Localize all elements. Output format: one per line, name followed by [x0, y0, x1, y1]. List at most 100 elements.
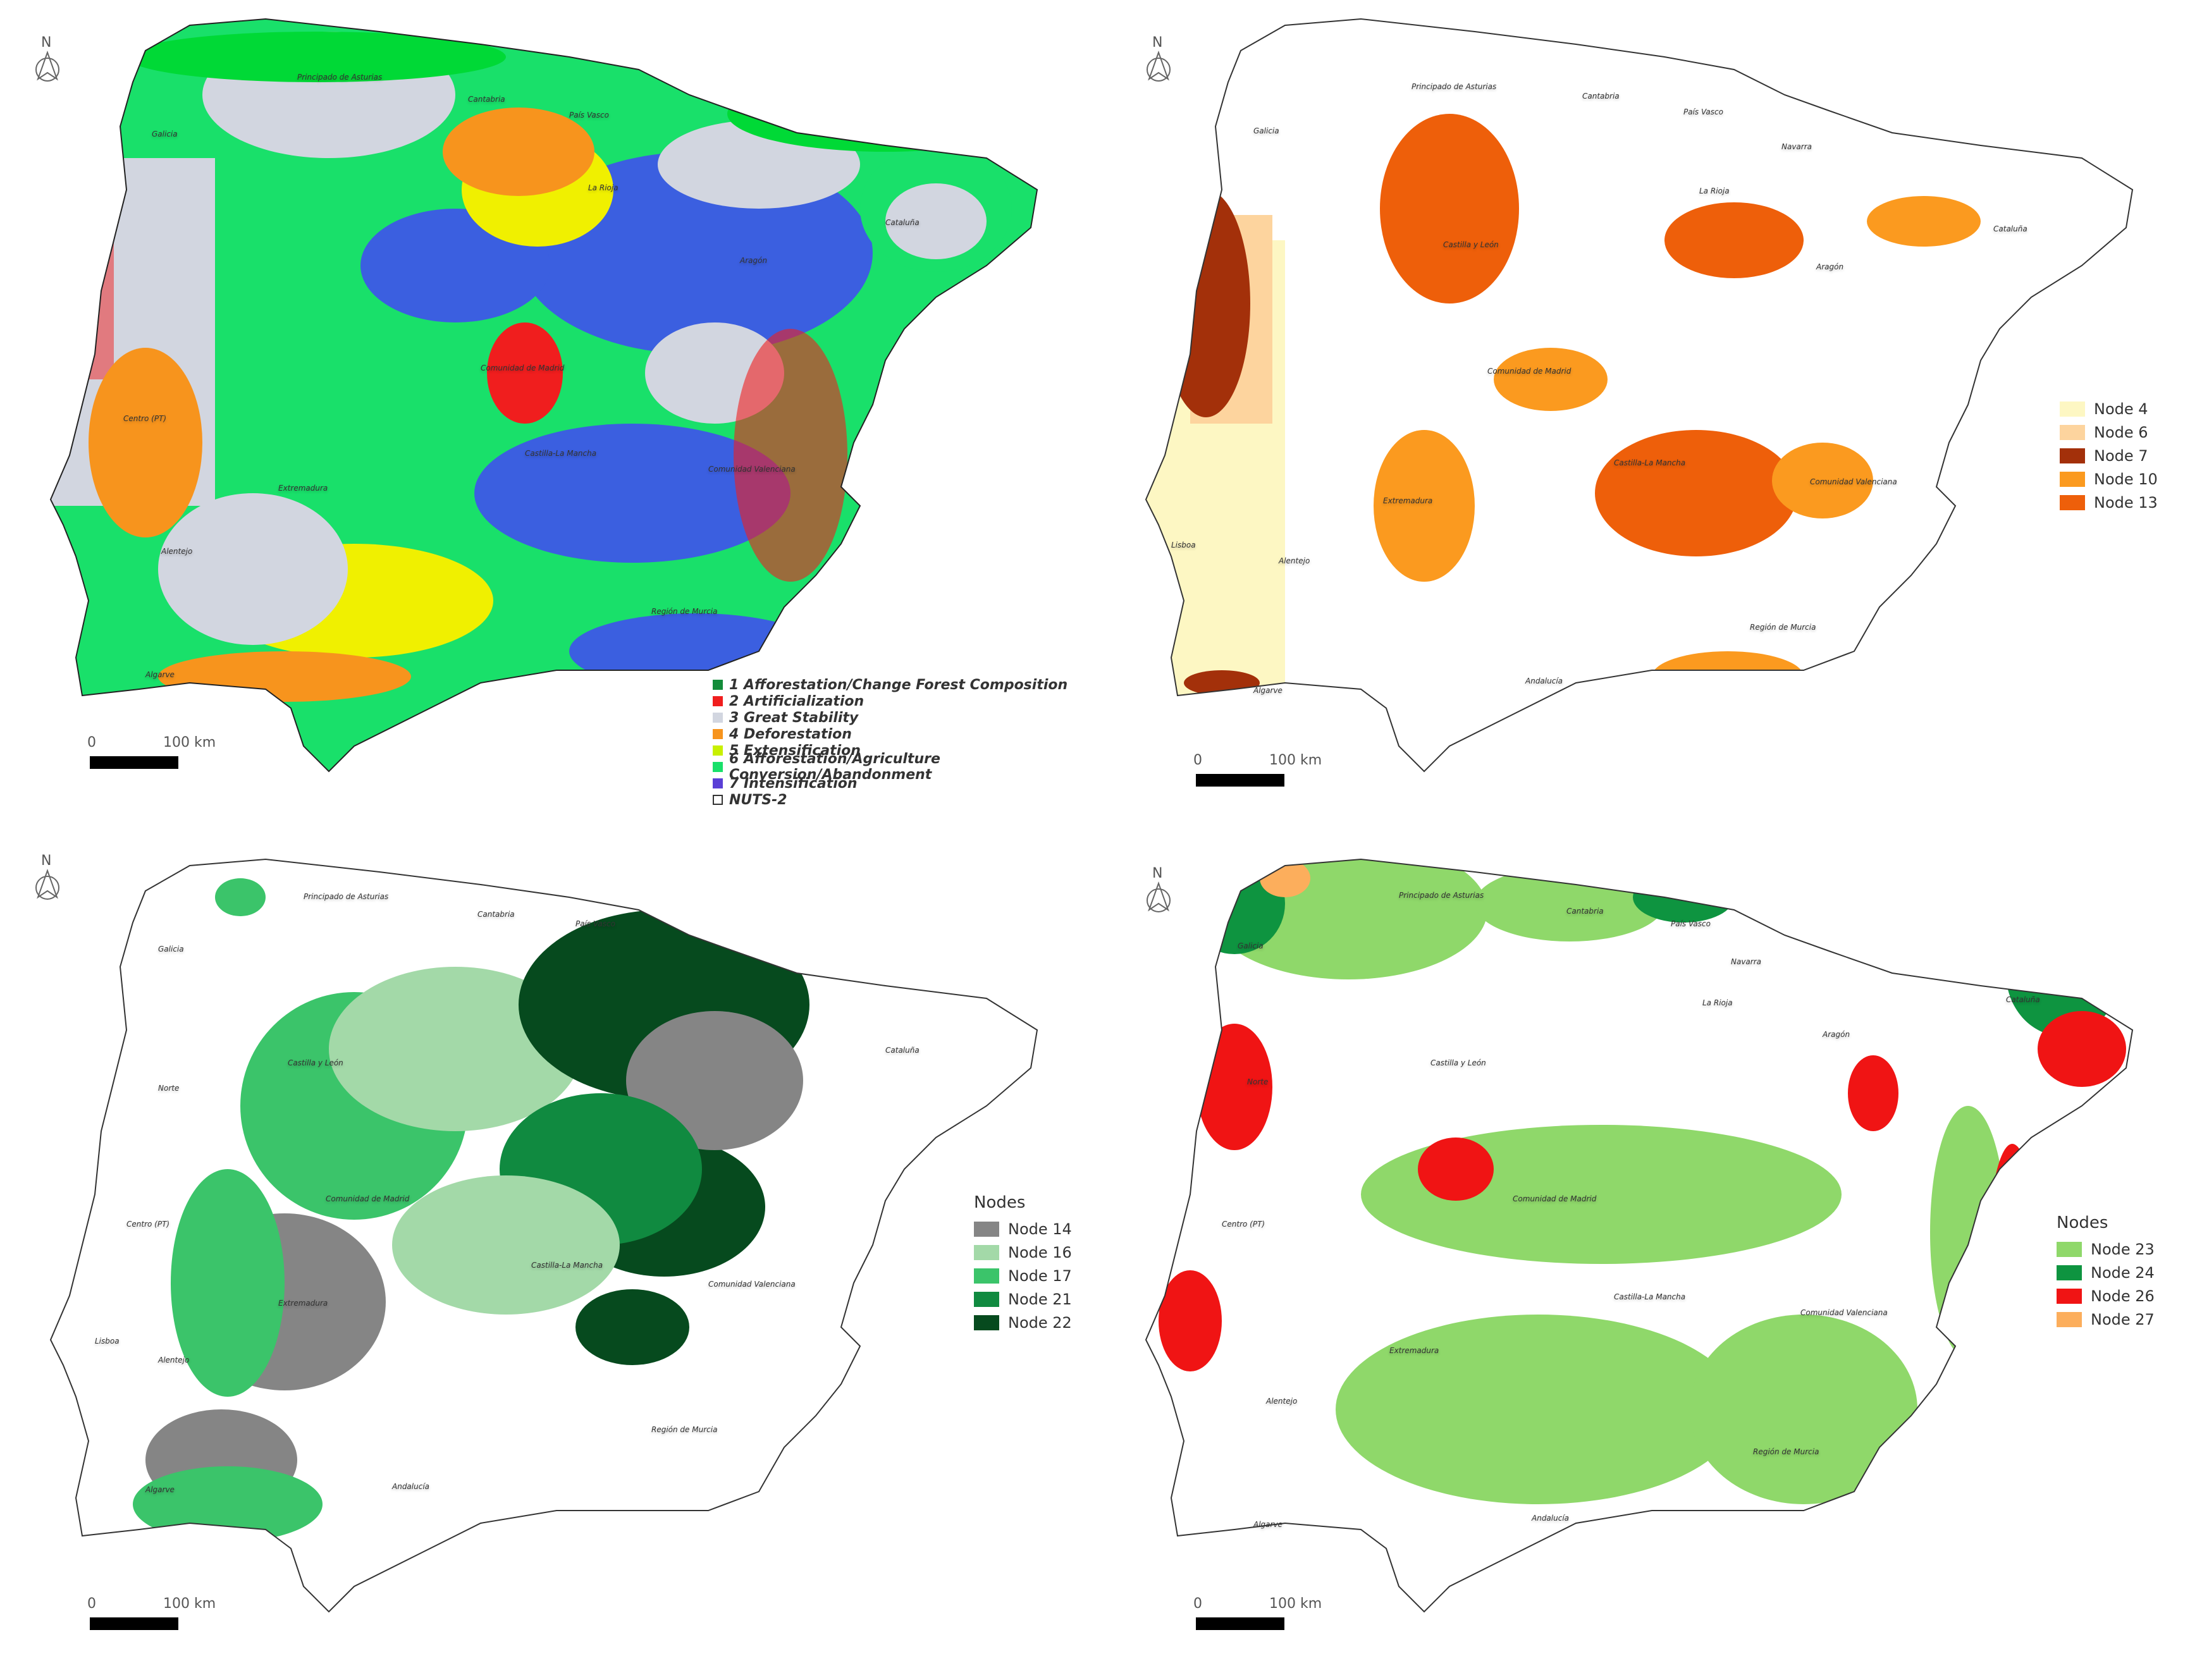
- panel-a-land-change-map: N 0 100 km 1 Afforestation/Change Forest…: [0, 0, 1095, 840]
- region-label: Comunidad de Madrid: [1513, 1194, 1597, 1203]
- region-label: Cantabria: [1582, 92, 1620, 101]
- legend-swatch: [713, 713, 723, 723]
- region-label: Norte: [1247, 1077, 1269, 1086]
- region-label: Galicia: [1253, 126, 1279, 135]
- region-label: Cantabria: [477, 910, 515, 919]
- region-label: Norte: [158, 1084, 180, 1093]
- scale-bar: 0 100 km: [87, 1596, 252, 1646]
- region-label: Aragón: [1823, 1030, 1850, 1039]
- legend-swatch: [713, 680, 723, 690]
- legend-item: Node 26: [2057, 1284, 2155, 1308]
- legend-nodes-c: Nodes Node 14 Node 16 Node 17 Node 21 No…: [974, 1193, 1072, 1334]
- region-label: País Vasco: [569, 111, 609, 120]
- region-label: Centro (PT): [123, 414, 167, 423]
- legend-nodes-d: Nodes Node 23 Node 24 Node 26 Node 27: [2057, 1213, 2155, 1331]
- region-label: Algarve: [145, 670, 175, 679]
- legend-item: NUTS-2: [713, 792, 1095, 808]
- legend-swatch: [974, 1268, 999, 1284]
- region-label: Aragón: [1816, 262, 1844, 271]
- scale-bar: 0 100 km: [87, 735, 252, 785]
- region-label: Región de Murcia: [651, 607, 718, 616]
- region-label: Lisboa: [1171, 541, 1196, 549]
- legend-item: 7 Intensification: [713, 775, 1095, 792]
- north-arrow-icon: N: [1140, 866, 1178, 923]
- region-label: Andalucía: [392, 1482, 430, 1491]
- region-label: Navarra: [1731, 957, 1762, 966]
- legend-item: Node 6: [2060, 420, 2158, 444]
- legend-swatch: [2060, 448, 2085, 463]
- legend-item: Node 24: [2057, 1261, 2155, 1284]
- legend-item: Node 23: [2057, 1237, 2155, 1261]
- region-label: Extremadura: [278, 1299, 328, 1308]
- region-label: Alentejo: [161, 547, 193, 556]
- region-label: Cantabria: [468, 95, 505, 104]
- legend-title: Nodes: [974, 1193, 1026, 1212]
- region-label: Cantabria: [1566, 907, 1604, 916]
- region-label: Comunidad Valenciana: [708, 465, 796, 474]
- legend-item: 5 Extensification: [713, 742, 1095, 759]
- region-label: Principado de Asturias: [304, 892, 389, 901]
- legend-swatch: [2060, 424, 2085, 440]
- region-label: Galicia: [1238, 941, 1264, 950]
- legend-swatch: [2057, 1241, 2082, 1257]
- region-label: Extremadura: [1389, 1346, 1439, 1355]
- iberia-map-a: [50, 18, 1038, 772]
- region-label: Comunidad Valenciana: [1800, 1308, 1888, 1317]
- legend-item: Node 7: [2060, 444, 2158, 467]
- legend-swatch: [2057, 1265, 2082, 1280]
- legend-swatch: [713, 778, 723, 788]
- legend-swatch: [2060, 401, 2085, 417]
- region-label: Alentejo: [1279, 556, 1310, 565]
- legend-swatch: [713, 729, 723, 739]
- legend-item: Node 10: [2060, 467, 2158, 491]
- region-label: Comunidad de Madrid: [481, 364, 565, 372]
- region-label: Navarra: [1781, 142, 1812, 151]
- legend-swatch: [2057, 1311, 2082, 1327]
- legend-swatch: [2060, 494, 2085, 510]
- panel-c-node-map: N 0 100 km Nodes Node 14 Node 16 Node 17…: [0, 840, 1095, 1680]
- region-label: La Rioja: [1702, 998, 1733, 1007]
- region-label: Cataluña: [1993, 224, 2027, 233]
- legend-item: Node 22: [974, 1311, 1072, 1334]
- region-label: País Vasco: [1683, 107, 1723, 116]
- legend-swatch: [713, 745, 723, 756]
- region-label: Castilla-La Mancha: [1614, 1292, 1686, 1301]
- region-label: Región de Murcia: [1750, 623, 1816, 632]
- scale-bar: 0 100 km: [1193, 1596, 1358, 1646]
- legend-item: 1 Afforestation/Change Forest Compositio…: [713, 677, 1095, 693]
- region-label: Región de Murcia: [651, 1425, 718, 1434]
- legend-item: Node 16: [974, 1241, 1072, 1264]
- legend-swatch: [974, 1221, 999, 1237]
- legend-land-change: 1 Afforestation/Change Forest Compositio…: [713, 677, 1095, 808]
- legend-nodes-b: Node 4 Node 6 Node 7 Node 10 Node 13: [2060, 397, 2158, 514]
- region-label: País Vasco: [1671, 919, 1711, 928]
- region-label: Principado de Asturias: [297, 73, 383, 82]
- region-label: Alentejo: [1266, 1397, 1298, 1406]
- north-arrow-icon: N: [28, 35, 66, 92]
- region-label: Extremadura: [278, 484, 328, 493]
- region-label: Cataluña: [2006, 995, 2040, 1004]
- legend-swatch: [974, 1291, 999, 1307]
- legend-swatch: [974, 1315, 999, 1330]
- legend-item: 6 Afforestation/Agriculture Conversion/A…: [713, 751, 1095, 783]
- legend-swatch: [2060, 471, 2085, 487]
- iberia-map-b: [1145, 18, 2133, 772]
- region-label: Comunidad Valenciana: [1810, 477, 1897, 486]
- north-arrow-icon: N: [1140, 35, 1178, 92]
- region-label: Extremadura: [1383, 496, 1433, 505]
- region-label: Castilla-La Mancha: [525, 449, 597, 458]
- iberia-map-d: [1145, 859, 2133, 1612]
- region-label: Comunidad de Madrid: [326, 1194, 410, 1203]
- legend-item: Node 27: [2057, 1308, 2155, 1331]
- legend-item: Node 17: [974, 1264, 1072, 1287]
- region-label: Cataluña: [885, 218, 920, 227]
- region-label: País Vasco: [575, 919, 615, 928]
- legend-item: Node 4: [2060, 397, 2158, 420]
- legend-item: Node 14: [974, 1217, 1072, 1241]
- legend-title: Nodes: [2057, 1213, 2108, 1232]
- legend-item: Node 21: [974, 1287, 1072, 1311]
- legend-item: 4 Deforestation: [713, 726, 1095, 742]
- north-arrow-icon: N: [28, 853, 66, 910]
- region-label: Algarve: [1253, 1520, 1283, 1529]
- legend-swatch: [974, 1244, 999, 1260]
